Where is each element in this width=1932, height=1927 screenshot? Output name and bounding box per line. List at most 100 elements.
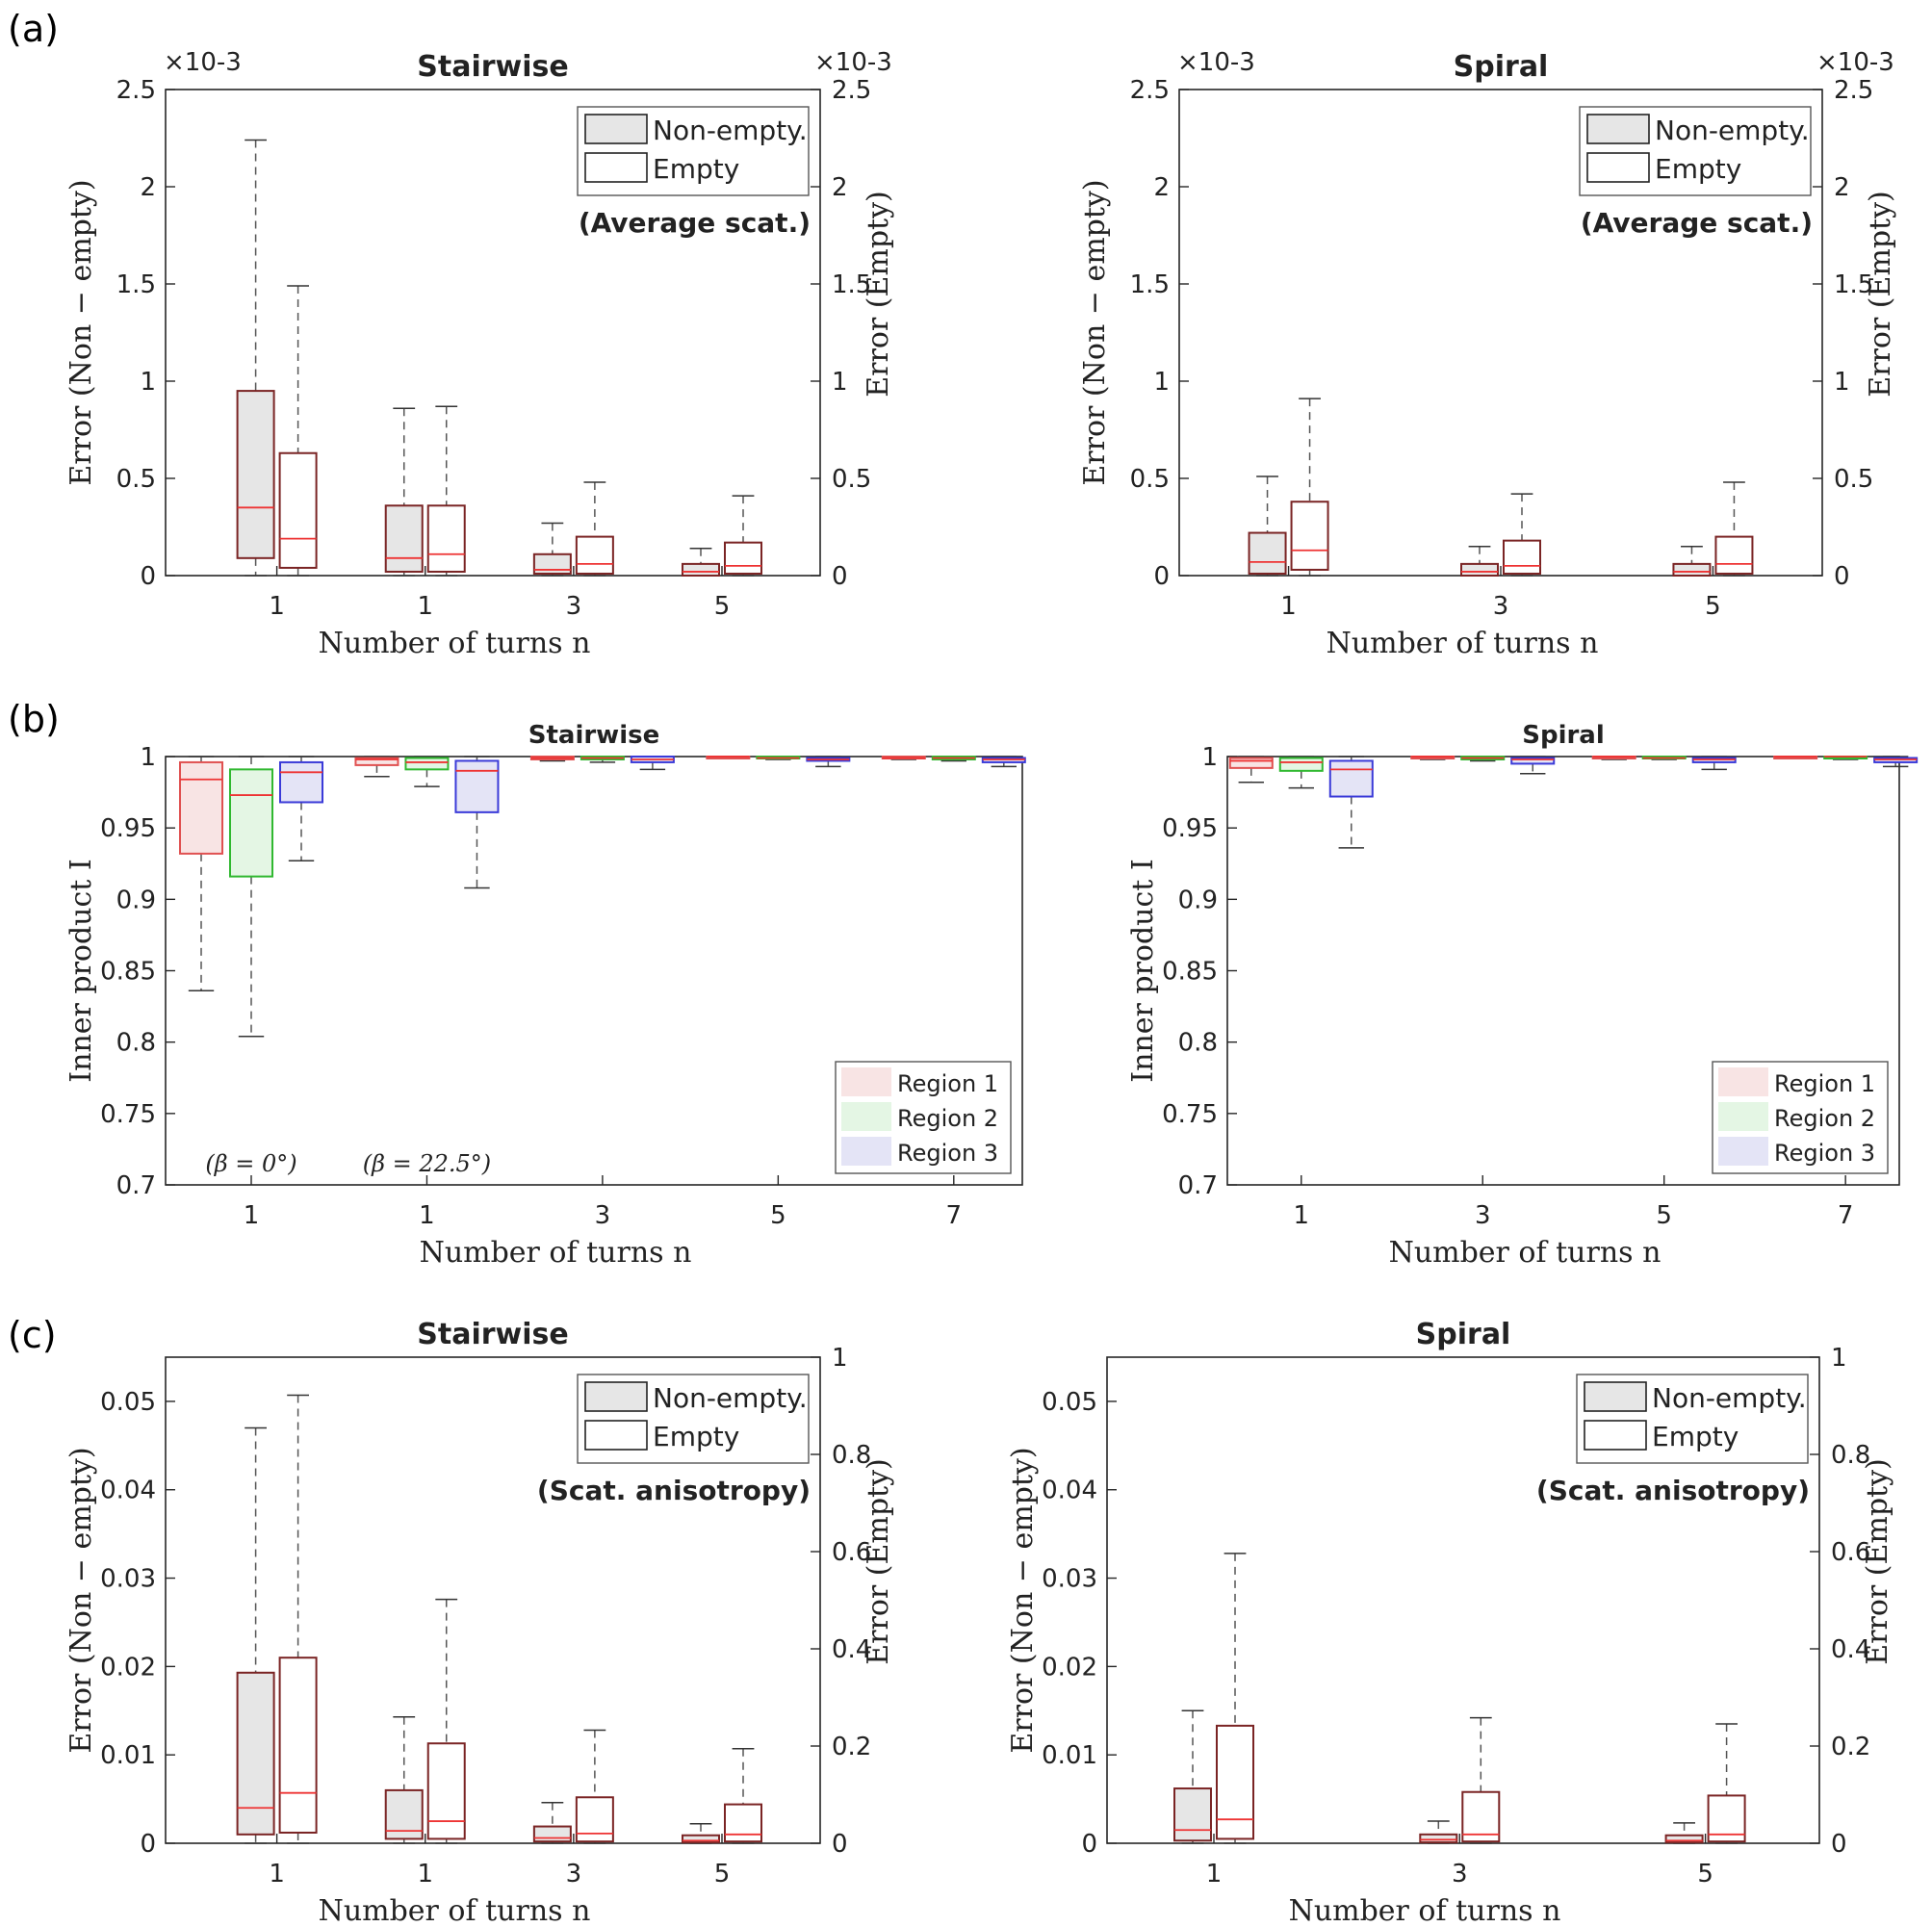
box-region-3-0 <box>279 756 323 862</box>
y-tick-label: 0 <box>140 1830 156 1859</box>
box-empty-1 <box>426 1598 466 1844</box>
y-tick-label: 0.5 <box>1130 465 1170 494</box>
box-iqr <box>682 1834 720 1844</box>
y-axis-label: Error (Non − empty) <box>64 179 98 485</box>
box-iqr <box>1216 1724 1254 1840</box>
box-non-empty--1 <box>1460 545 1499 578</box>
box-iqr <box>682 562 720 578</box>
legend-entry: Region 3 <box>1774 1140 1875 1167</box>
box-region-3-1 <box>1510 756 1556 775</box>
y2-tick-label: 2 <box>1834 173 1850 202</box>
y-tick-label: 0.95 <box>100 814 156 843</box>
legend-entry: Non-empty. <box>1655 115 1810 146</box>
box-iqr <box>426 504 466 573</box>
y-tick-label: 0.05 <box>1042 1388 1097 1417</box>
y2-tick-label: 2.5 <box>832 76 871 105</box>
y2-tick-label: 0.2 <box>832 1733 871 1761</box>
box-non-empty--2 <box>532 522 572 577</box>
box-empty-0 <box>1290 398 1329 577</box>
x-axis-label: Number of turns n <box>319 627 591 660</box>
legend-swatch <box>1586 152 1650 183</box>
x-axis-label: Number of turns n <box>1327 627 1599 660</box>
panel-label-c: (c) <box>8 1314 57 1356</box>
y2-tick-label: 0 <box>1831 1830 1847 1859</box>
box-region-3-0 <box>1328 756 1374 849</box>
y-tick-label: 0.05 <box>100 1388 156 1417</box>
panel-label-b: (b) <box>8 698 60 740</box>
box-non-empty--0 <box>236 139 275 577</box>
y-tick-label: 1 <box>140 368 156 397</box>
box-iqr <box>1672 562 1712 578</box>
y2-tick-label: 0.5 <box>1834 465 1873 494</box>
box-region-1-3 <box>1773 756 1818 759</box>
box-iqr <box>1173 1787 1212 1842</box>
box-iqr <box>236 390 275 559</box>
x-axis-label: Number of turns n <box>319 1894 591 1927</box>
x-tick-label: 1 <box>1280 592 1297 621</box>
x-tick-label: 5 <box>1705 592 1721 621</box>
x-tick-label: 3 <box>1475 1201 1491 1230</box>
box-empty-1 <box>1503 493 1541 577</box>
beta-annotation: (β = 22.5°) <box>363 1150 491 1177</box>
box-empty-2 <box>1707 1723 1746 1844</box>
y2-tick-label: 0.8 <box>1831 1441 1870 1470</box>
box-iqr <box>229 768 273 878</box>
chart-title: Spiral <box>1416 1318 1511 1351</box>
box-non-empty--0 <box>1173 1709 1212 1844</box>
y2-axis-label: Error (Empty) <box>1864 191 1897 397</box>
box-iqr <box>278 1657 318 1834</box>
box-region-1-2 <box>1591 756 1636 760</box>
box-non-empty--1 <box>384 407 424 577</box>
box-iqr <box>454 759 500 813</box>
box-region-3-3 <box>806 756 851 768</box>
y-tick-label: 1 <box>1201 743 1218 772</box>
y-tick-label: 0 <box>1081 1830 1097 1859</box>
x-tick-label: 3 <box>1452 1860 1468 1888</box>
legend-swatch <box>584 114 648 144</box>
y-tick-label: 0.04 <box>1042 1477 1097 1505</box>
y-tick-label: 0 <box>1153 562 1170 591</box>
y-tick-label: 0 <box>140 562 156 591</box>
box-region-1-1 <box>354 756 399 778</box>
y-tick-label: 2.5 <box>116 76 156 105</box>
y-tick-label: 0.85 <box>1162 958 1218 987</box>
legend-swatch <box>584 152 648 183</box>
box-iqr <box>575 535 614 575</box>
y-tick-label: 0.01 <box>100 1741 156 1770</box>
chart-b-right: Spiral 0.7 0.75 0.8 0.85 0.9 0.95 1 Inner produc… <box>1126 721 1919 1270</box>
box-non-empty--2 <box>1664 1822 1704 1844</box>
box-region-3-2 <box>1691 756 1737 771</box>
box-iqr <box>532 1825 572 1843</box>
x-tick-label: 1 <box>419 1201 435 1230</box>
box-region-2-4 <box>931 756 976 762</box>
box-iqr <box>236 1671 275 1836</box>
legend-entry: Non-empty. <box>653 115 808 146</box>
x-tick-label: 1 <box>269 592 285 621</box>
y-exponent: ×10-3 <box>164 48 242 77</box>
y2-tick-label: 0.4 <box>1831 1635 1870 1664</box>
x-tick-label: 5 <box>1656 1201 1672 1230</box>
y2-exponent: ×10-3 <box>814 48 892 77</box>
box-region-3-3 <box>1873 756 1919 768</box>
box-iqr <box>1248 531 1287 575</box>
y-tick-label: 0.02 <box>1042 1653 1097 1682</box>
legend-entry: Empty <box>1652 1421 1739 1452</box>
box-empty-3 <box>724 1748 762 1844</box>
y2-tick-label: 1 <box>1834 368 1850 397</box>
legend-entry: Non-empty. <box>1652 1382 1807 1414</box>
y-axis-label: Inner product I <box>1126 859 1160 1083</box>
x-tick-label: 1 <box>269 1860 285 1888</box>
x-tick-label: 7 <box>1838 1201 1854 1230</box>
x-axis-label: Number of turns n <box>1289 1894 1561 1927</box>
legend-swatch <box>841 1137 891 1166</box>
box-iqr <box>1503 539 1541 575</box>
chart-b-left: Stairwise 0.7 0.75 0.8 0.85 0.9 0.95 1 Inner pro… <box>64 721 1026 1270</box>
legend-swatch <box>841 1067 891 1096</box>
box-iqr <box>384 504 424 573</box>
y-axis-label: Inner product I <box>64 859 98 1083</box>
legend-entry: Empty <box>653 1421 739 1452</box>
legend-entry: Region 1 <box>897 1070 998 1097</box>
chart-title: Spiral <box>1522 721 1605 750</box>
box-iqr <box>179 760 223 855</box>
